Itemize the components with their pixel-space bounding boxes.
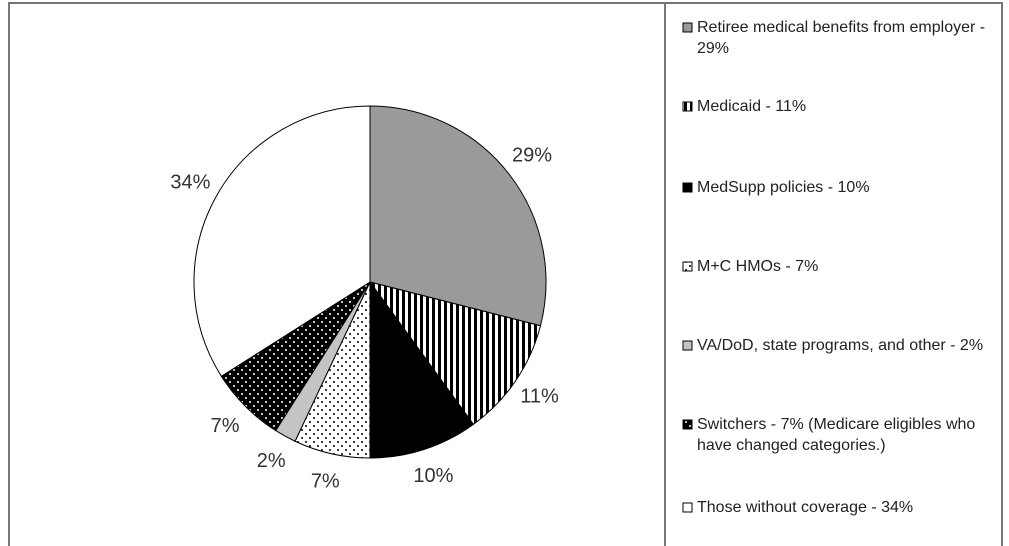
pie-slice (368, 281, 542, 426)
legend-swatch (682, 502, 693, 513)
data-label: 7% (311, 470, 340, 492)
legend-label: Switchers - 7% (Medicare eligibles who h… (697, 416, 976, 454)
pie-slice (369, 280, 475, 459)
data-label: 11% (520, 386, 559, 408)
legend-swatch (682, 101, 693, 112)
legend-label: VA/DoD, state programs, and other - 2% (697, 337, 984, 354)
legend-swatch (682, 261, 693, 272)
data-label: 2% (257, 450, 286, 472)
legend-swatch (682, 22, 693, 33)
pie-slice (193, 105, 371, 377)
legend-label: Medicaid - 11% (697, 98, 807, 115)
data-label: 7% (211, 415, 240, 437)
data-label: 34% (170, 172, 210, 194)
legend-label: M+C HMOs - 7% (697, 258, 819, 275)
legend-label: Retiree medical benefits from employer -… (697, 19, 986, 57)
pie-slice (369, 105, 547, 327)
legend-swatch (682, 340, 693, 351)
legend-label: Those without coverage - 34% (697, 499, 914, 516)
legend-swatch (682, 419, 693, 430)
legend-swatch (682, 182, 693, 193)
legend-label: MedSupp policies - 10% (697, 179, 870, 196)
data-label: 29% (512, 145, 552, 167)
data-label: 10% (413, 465, 453, 487)
